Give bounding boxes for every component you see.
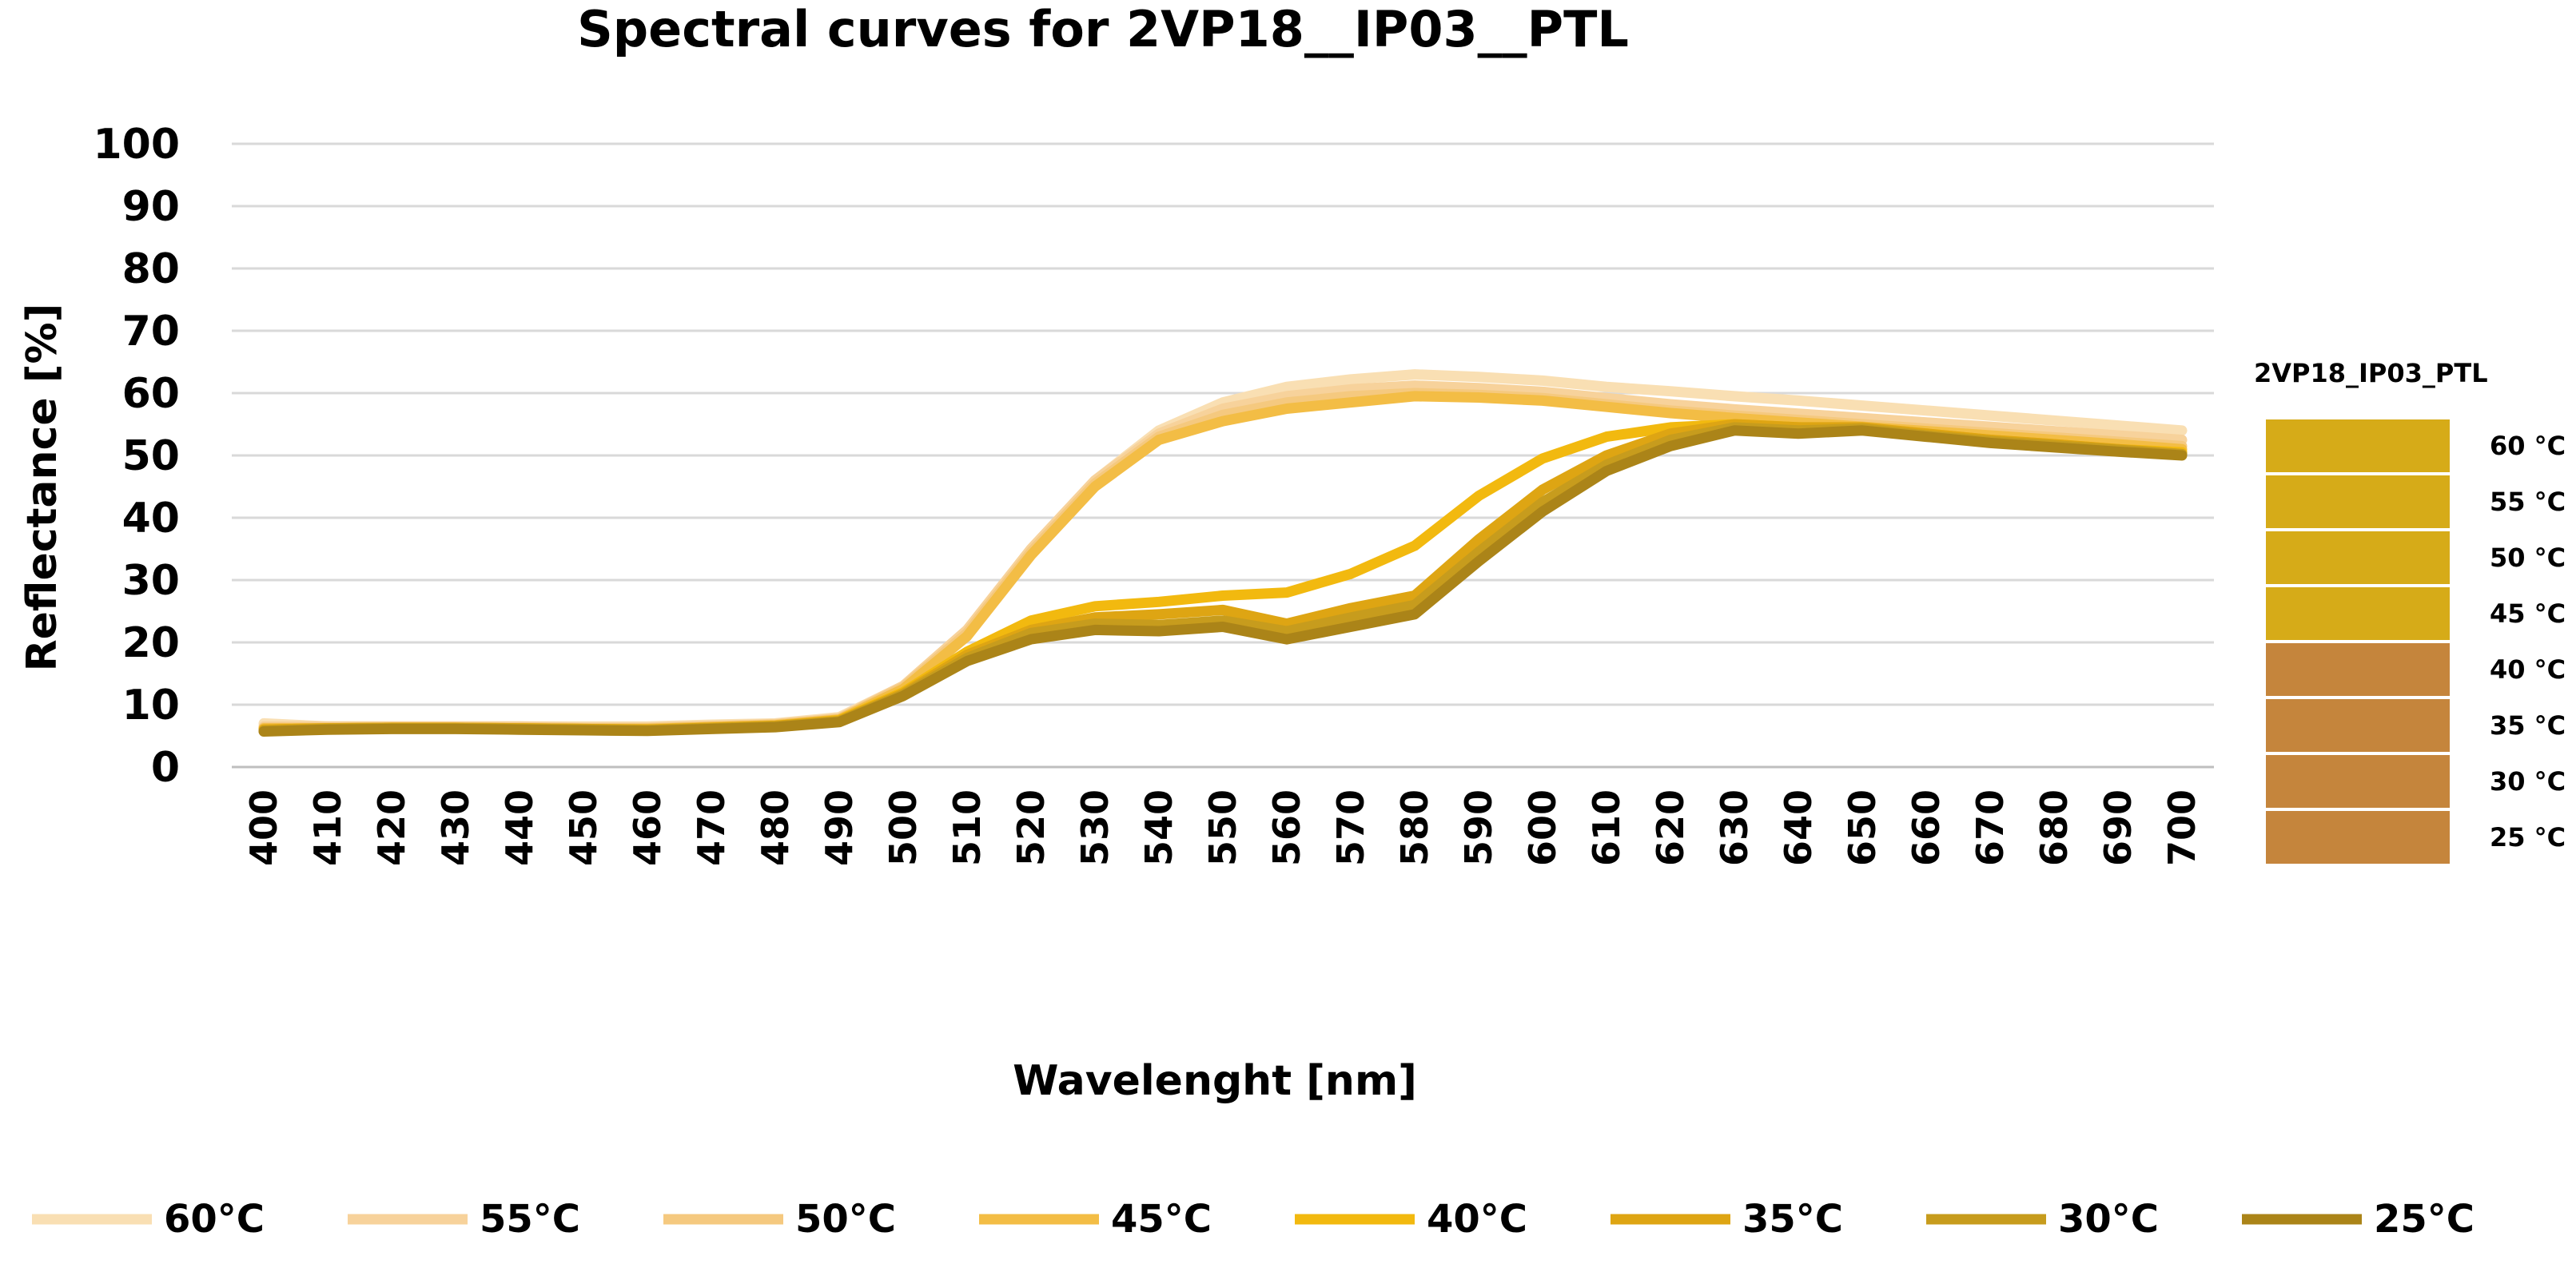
x-tick-label: 600 [1521,789,1564,866]
x-tick-label: 430 [434,789,477,866]
x-tick-label: 480 [754,789,797,866]
swatch-box [2266,643,2450,696]
x-tick-label: 560 [1265,789,1308,866]
y-tick-label: 50 [122,432,180,480]
x-tick-label: 400 [242,789,285,866]
x-tick-label: 700 [2160,789,2204,866]
series-line [258,419,2188,735]
grid-lines [232,142,2214,769]
series-line [258,425,2188,737]
x-tick-label: 440 [498,789,541,866]
x-tick-label: 580 [1393,789,1436,866]
swatch-label: 55 °C [2490,487,2566,517]
y-tick-label: 10 [122,682,180,729]
x-tick-label: 490 [818,789,861,866]
x-tick-label: 410 [306,789,349,866]
x-axis-label: Wavelenght [nm] [1013,1057,1417,1105]
x-tick-label: 660 [1905,789,1948,866]
series-lines [258,369,2188,737]
x-tick-label: 640 [1777,789,1820,866]
y-tick-label: 0 [151,744,180,792]
x-tick-label: 610 [1585,789,1628,866]
series-line [258,388,2188,734]
series-line [258,391,2188,734]
legend-label: 35°C [1742,1197,1843,1242]
swatch-label: 35 °C [2490,710,2566,741]
series-line [258,419,2188,735]
legend-label: 50°C [795,1197,896,1242]
swatch-label: 30 °C [2490,766,2566,797]
x-tick-label: 470 [690,789,733,866]
swatch-label: 25 °C [2490,822,2566,853]
x-tick-label: 510 [946,789,989,866]
y-tick-label: 40 [122,495,180,543]
x-tick-label: 690 [2096,789,2140,866]
x-tick-label: 450 [562,789,605,866]
x-tick-label: 650 [1841,789,1884,866]
x-tick-label: 520 [1009,789,1053,866]
y-tick-label: 20 [122,619,180,667]
swatch-box [2266,419,2450,472]
swatch-label: 60 °C [2490,431,2566,461]
swatch-box [2266,699,2450,752]
x-tick-label: 670 [1969,789,2012,866]
x-tick-label: 680 [2033,789,2076,866]
y-tick-label: 100 [93,121,180,169]
x-tick-label: 530 [1073,789,1117,866]
y-tick-label: 70 [122,308,180,356]
x-tick-label: 460 [626,789,669,866]
x-tick-label: 620 [1649,789,1692,866]
swatch-box [2266,587,2450,640]
chart-title: Spectral curves for 2VP18__IP03__PTL [577,0,1629,58]
swatch-box [2266,755,2450,808]
swatch-box [2266,475,2450,528]
y-tick-label: 90 [122,183,180,231]
legend-label: 40°C [1427,1197,1527,1242]
legend-label: 30°C [2058,1197,2159,1242]
legend-label: 55°C [480,1197,580,1242]
y-tick-label: 30 [122,557,180,605]
y-tick-label: 60 [122,370,180,418]
swatch-box [2266,811,2450,864]
x-tick-label: 500 [882,789,925,866]
x-tick-label: 540 [1137,789,1181,866]
swatch-label: 40 °C [2490,654,2566,685]
x-tick-labels: 400 410 420 430 440 450 460 470 480 490 500 510 520 5… [242,789,2204,866]
legend-label: 60°C [164,1197,265,1242]
x-tick-label: 630 [1713,789,1756,866]
swatch-panel: 60 °C 55 °C 50 °C 45 °C 40 °C 35 °C 30 °C 25 °C [2266,419,2566,864]
swatch-box [2266,531,2450,584]
y-tick-label: 80 [122,245,180,293]
legend-label: 25°C [2374,1197,2474,1242]
swatch-label: 50 °C [2490,543,2566,573]
y-axis-label: Reflectance [%] [18,304,66,672]
swatch-label: 45 °C [2490,598,2566,629]
x-tick-label: 420 [370,789,413,866]
x-tick-label: 590 [1457,789,1500,866]
legend-label: 45°C [1111,1197,1212,1242]
x-tick-label: 550 [1201,789,1244,866]
x-tick-label: 570 [1329,789,1372,866]
swatch-panel-title: 2VP18_IP03_PTL [2254,358,2488,388]
y-tick-labels: 0 10 20 30 40 50 60 70 80 90 100 [93,121,180,792]
legend: 60°C 55°C 50°C 45°C 40°C 35°C 30°C 25°C [32,1197,2474,1242]
